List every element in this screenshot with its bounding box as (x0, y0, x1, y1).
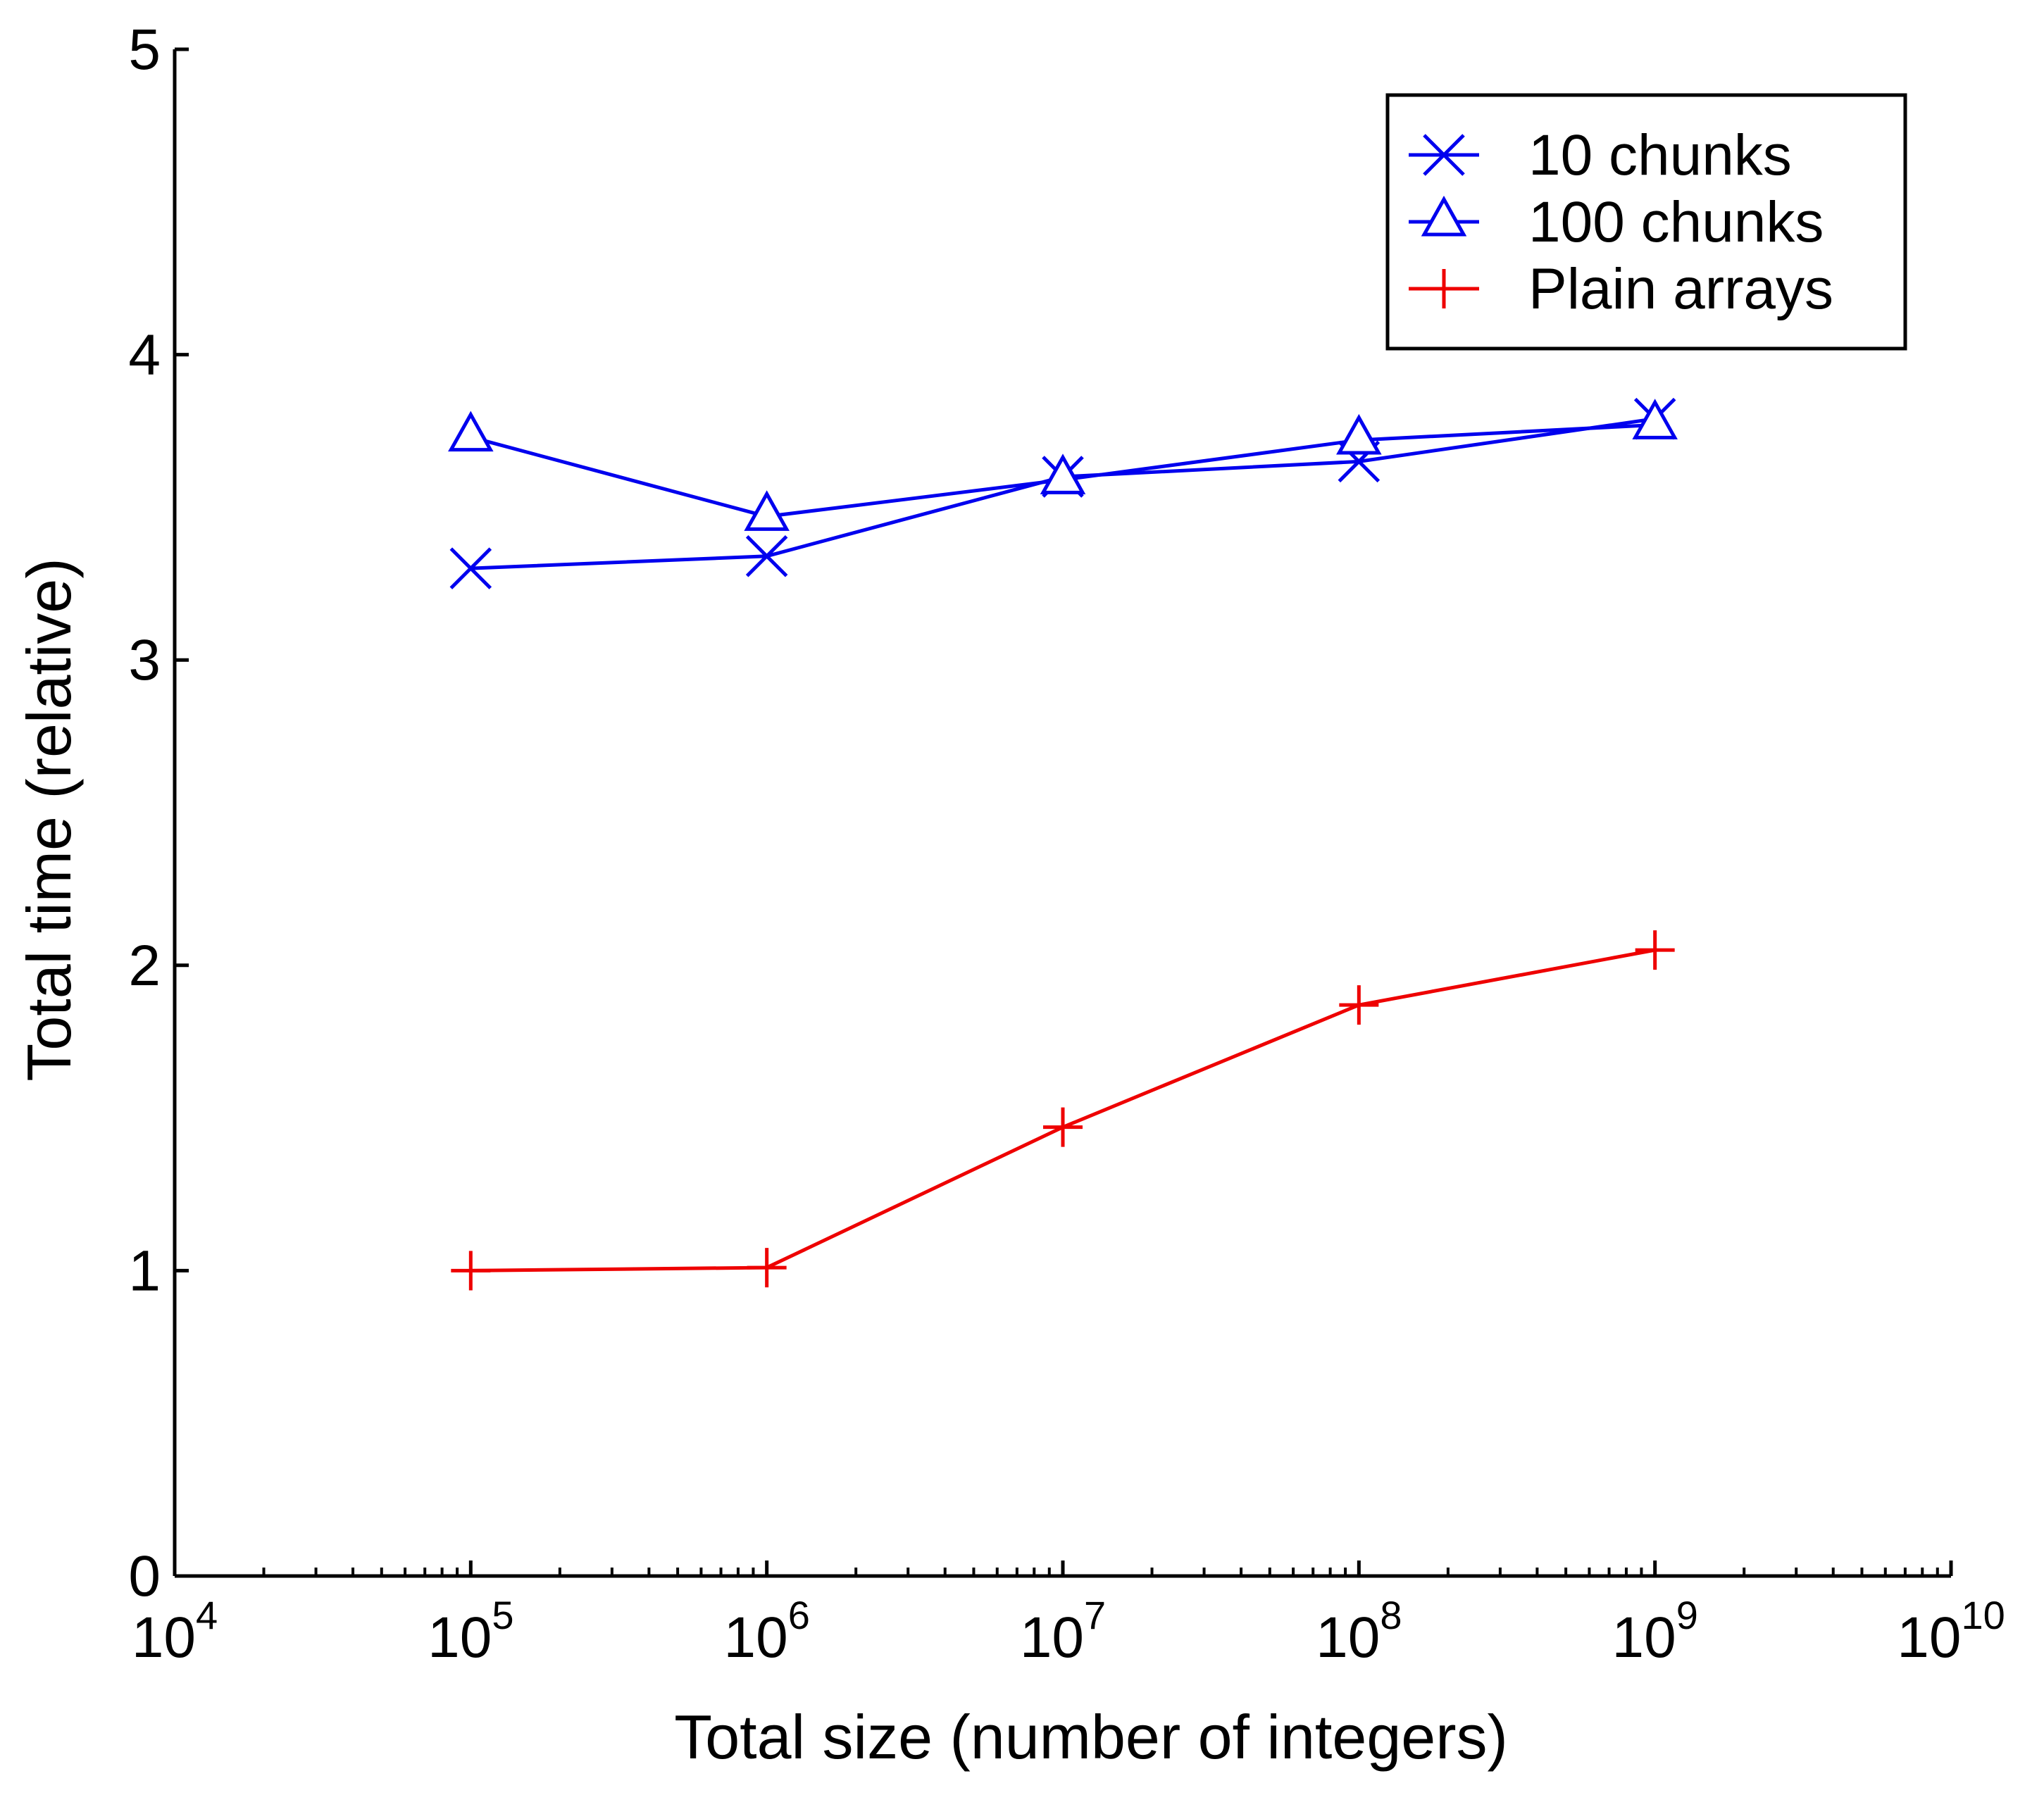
data-point-100-chunks (744, 490, 790, 531)
data-point-100-chunks (1336, 413, 1382, 455)
x-tick-label: 105 (428, 1593, 513, 1670)
x-tick-label: 104 (132, 1593, 218, 1670)
legend-marker (1423, 134, 1465, 176)
data-point-100-chunks (1040, 454, 1086, 494)
x-axis-title: Total size (number of integers) (674, 1702, 1508, 1772)
x-tick-label: 107 (1020, 1593, 1106, 1670)
data-point-10-chunks (449, 547, 492, 589)
y-tick-label: 3 (128, 628, 161, 692)
x-tick-label: 106 (723, 1593, 809, 1670)
series-layer (448, 397, 1678, 1291)
y-tick-label: 5 (128, 18, 161, 82)
y-axis-title: Total time (relative) (14, 558, 84, 1081)
legend-entry-plain-arrays: Plain arrays (1409, 257, 1833, 321)
data-point-plain-arrays (1339, 985, 1379, 1025)
data-point-plain-arrays (1043, 1107, 1083, 1147)
data-point-100-chunks (448, 411, 494, 452)
legend-label: 10 chunks (1528, 123, 1792, 187)
series-plain-arrays (451, 930, 1675, 1291)
y-tick-label: 1 (128, 1239, 161, 1303)
legend-entry-10-chunks: 10 chunks (1409, 123, 1792, 187)
legend-label: Plain arrays (1528, 257, 1833, 321)
data-point-plain-arrays (1635, 930, 1675, 970)
data-point-100-chunks (1632, 399, 1678, 439)
y-tick-label: 0 (128, 1544, 161, 1608)
x-tick-label: 1010 (1897, 1593, 2005, 1670)
data-point-plain-arrays (747, 1248, 787, 1288)
y-tick-label: 4 (128, 323, 161, 387)
x-tick-label: 109 (1612, 1593, 1697, 1670)
legend-marker (1421, 195, 1467, 237)
series-100-chunks (448, 399, 1678, 531)
x-tick-label: 108 (1316, 1593, 1402, 1670)
data-point-10-chunks (745, 535, 788, 577)
y-tick-label: 2 (128, 934, 161, 998)
legend-label: 100 chunks (1528, 190, 1824, 254)
legend-entry-100-chunks: 100 chunks (1409, 190, 1824, 254)
legend-marker (1424, 269, 1464, 308)
data-point-plain-arrays (451, 1251, 491, 1291)
axes: 0 1 2 3 4 5 104 105 106 107 108 109 1010 (128, 18, 2005, 1670)
